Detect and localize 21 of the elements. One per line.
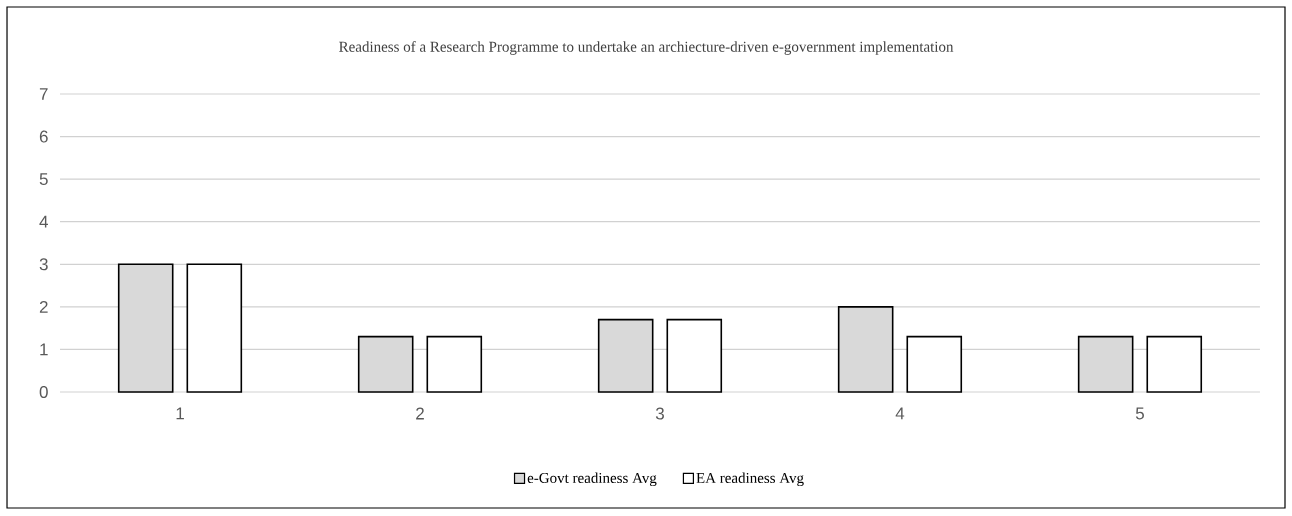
y-tick-label: 1 [40, 343, 48, 356]
legend-label: e-Govt readiness Avg [527, 472, 657, 487]
y-tick-label: 0 [39, 385, 48, 399]
bar [1146, 335, 1203, 393]
x-tick-label: 5 [1135, 407, 1144, 420]
x-tick-label: 1 [176, 407, 184, 420]
x-tick-label: 3 [655, 407, 664, 420]
y-tick-label: 6 [39, 130, 48, 143]
chart-title: Readiness of a Research Programme to undertake an archiecture-driven e-government implementation [339, 41, 954, 55]
x-tick-label: 2 [416, 407, 424, 420]
legend-label: EA readiness Avg [696, 472, 804, 487]
y-tick-label: 2 [39, 300, 48, 313]
bar [186, 263, 243, 393]
y-tick-label: 4 [39, 215, 48, 228]
bar [426, 335, 483, 393]
y-tick-label: 7 [39, 88, 48, 100]
y-tick-label: 5 [39, 173, 48, 186]
bar [906, 335, 963, 393]
bar [666, 318, 723, 393]
y-tick-label: 3 [39, 258, 48, 271]
x-tick-label: 4 [895, 407, 905, 420]
